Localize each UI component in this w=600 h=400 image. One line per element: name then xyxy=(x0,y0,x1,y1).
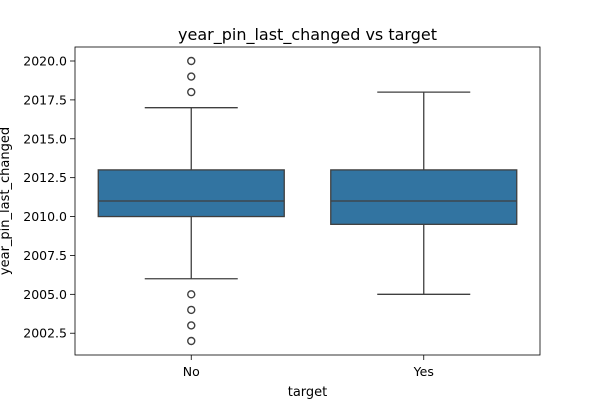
iqr-box xyxy=(97,169,285,218)
x-tick-label: Yes xyxy=(413,364,434,379)
y-tick-label: 2007.5 xyxy=(23,248,67,263)
y-tick-label: 2002.5 xyxy=(23,326,67,341)
y-tick-label: 2020.0 xyxy=(23,54,67,69)
y-tick-label: 2017.5 xyxy=(23,92,67,107)
x-tick-label: No xyxy=(183,364,200,379)
x-axis-label: target xyxy=(288,385,328,400)
outlier-point xyxy=(187,72,196,81)
chart-title: year_pin_last_changed vs target xyxy=(178,25,437,45)
outlier-point xyxy=(187,56,196,66)
outlier-point xyxy=(187,336,196,346)
plot-area-frame xyxy=(74,46,541,356)
outlier-point xyxy=(187,87,196,97)
outlier-point xyxy=(187,321,196,330)
box-group-no xyxy=(97,56,285,346)
y-tick-label: 2010.0 xyxy=(23,209,67,224)
outlier-point xyxy=(187,290,196,299)
y-axis-label: year_pin_last_changed xyxy=(0,127,13,275)
box-group-yes xyxy=(330,91,518,295)
y-tick-label: 2005.0 xyxy=(23,287,67,302)
outlier-point xyxy=(187,305,196,315)
y-tick-label: 2015.0 xyxy=(23,131,67,146)
iqr-box xyxy=(330,169,518,225)
y-tick-label: 2012.5 xyxy=(23,170,67,185)
